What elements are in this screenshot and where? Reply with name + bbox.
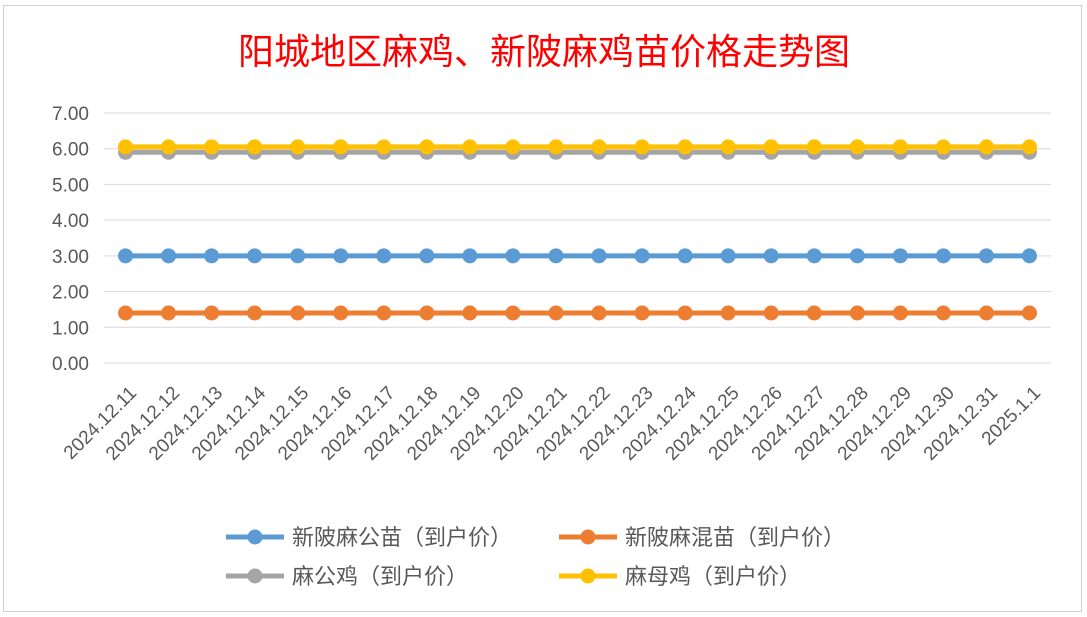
data-point [849, 139, 865, 155]
data-point [247, 305, 263, 321]
data-point [634, 305, 650, 321]
y-tick-label: 1.00 [52, 318, 89, 339]
data-point [419, 248, 435, 264]
data-point [763, 248, 779, 264]
y-tick-label: 2.00 [52, 283, 89, 304]
data-point [591, 305, 607, 321]
legend: 新陂麻公苗（到户价） 新陂麻混苗（到户价） 麻公鸡（到户价） 麻母鸡（到户价） [226, 526, 845, 590]
y-tick-label: 6.00 [52, 140, 89, 161]
data-point [333, 248, 349, 264]
data-point [290, 248, 306, 264]
y-axis: 0.00 1.00 2.00 3.00 4.00 5.00 6.00 7.00 [52, 104, 89, 375]
data-point [376, 248, 392, 264]
data-point [247, 139, 263, 155]
data-point [763, 139, 779, 155]
data-point [505, 248, 521, 264]
data-point [978, 139, 994, 155]
data-point [763, 305, 779, 321]
line-chart: 阳城地区麻鸡、新陂麻鸡苗价格走势图 0.00 1.00 2.00 3.00 4.00 5.… [52, 32, 1051, 590]
data-point [548, 248, 564, 264]
data-point [505, 139, 521, 155]
data-point [419, 139, 435, 155]
x-axis: 2024.12.112024.12.122024.12.132024.12.14… [60, 382, 1045, 464]
data-point [419, 305, 435, 321]
data-point [290, 139, 306, 155]
legend-label: 新陂麻公苗（到户价） [292, 526, 512, 551]
data-point [806, 305, 822, 321]
data-point [720, 248, 736, 264]
data-point [1021, 139, 1037, 155]
legend-label: 麻母鸡（到户价） [625, 565, 801, 590]
legend-marker [580, 529, 596, 545]
y-tick-label: 3.00 [52, 247, 89, 268]
data-point [1021, 248, 1037, 264]
data-point [376, 305, 392, 321]
data-point [548, 305, 564, 321]
data-point [849, 305, 865, 321]
data-point [591, 139, 607, 155]
data-point [1021, 305, 1037, 321]
data-point [634, 139, 650, 155]
data-point [548, 139, 564, 155]
legend-marker [247, 529, 263, 545]
data-point [978, 248, 994, 264]
data-point [247, 248, 263, 264]
data-point [677, 305, 693, 321]
data-point [161, 139, 177, 155]
data-point [720, 139, 736, 155]
data-point [118, 139, 134, 155]
legend-label: 麻公鸡（到户价） [292, 565, 468, 590]
data-point [935, 248, 951, 264]
chart-frame: 阳城地区麻鸡、新陂麻鸡苗价格走势图 0.00 1.00 2.00 3.00 4.00 5.… [3, 5, 1082, 612]
data-point [892, 139, 908, 155]
y-tick-label: 4.00 [52, 211, 89, 232]
data-point [118, 248, 134, 264]
y-tick-label: 7.00 [52, 104, 89, 125]
data-point [677, 139, 693, 155]
data-point [290, 305, 306, 321]
data-point [204, 248, 220, 264]
data-point [634, 248, 650, 264]
legend-marker [580, 568, 596, 584]
data-point [333, 139, 349, 155]
data-point [892, 248, 908, 264]
data-point [118, 305, 134, 321]
legend-label: 新陂麻混苗（到户价） [625, 526, 845, 551]
data-point [161, 305, 177, 321]
data-point [505, 305, 521, 321]
data-point [462, 248, 478, 264]
legend-marker [247, 568, 263, 584]
data-point [204, 305, 220, 321]
data-point [462, 305, 478, 321]
data-point [591, 248, 607, 264]
data-point [892, 305, 908, 321]
data-point [462, 139, 478, 155]
data-point [720, 305, 736, 321]
data-point [333, 305, 349, 321]
data-point [935, 305, 951, 321]
data-point [806, 139, 822, 155]
y-tick-label: 5.00 [52, 175, 89, 196]
chart-title: 阳城地区麻鸡、新陂麻鸡苗价格走势图 [238, 32, 850, 73]
y-tick-label: 0.00 [52, 354, 89, 375]
data-point [376, 139, 392, 155]
data-point [806, 248, 822, 264]
data-point [161, 248, 177, 264]
data-point [935, 139, 951, 155]
data-point [204, 139, 220, 155]
data-point [978, 305, 994, 321]
data-point [849, 248, 865, 264]
data-point [677, 248, 693, 264]
series-group [118, 139, 1037, 321]
